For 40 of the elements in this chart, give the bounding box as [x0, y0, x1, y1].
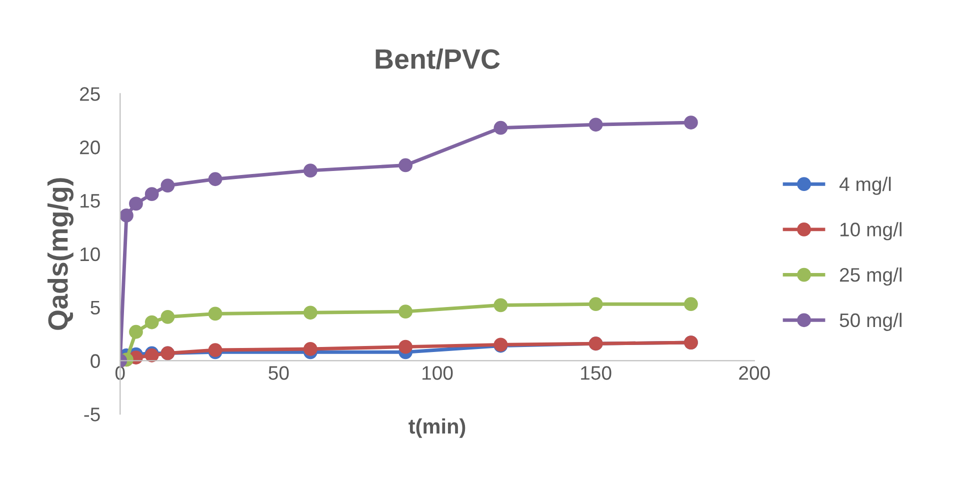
point: [160, 178, 175, 192]
x-tick-label: 100: [422, 366, 453, 380]
legend-label: 25 mg/l: [840, 268, 902, 286]
x-tick-label: 50: [268, 366, 289, 380]
point: [144, 187, 159, 202]
legend-label: 4 mg/l: [839, 176, 891, 195]
x-tick-label: 150: [581, 366, 612, 380]
point: [208, 343, 222, 357]
point: [494, 298, 508, 312]
point: [144, 315, 159, 330]
y-tick-label: 0: [90, 354, 100, 368]
y-tick-label: -5: [84, 408, 100, 422]
point: [684, 297, 698, 312]
x-tick-label: 200: [739, 366, 770, 380]
point: [398, 304, 412, 319]
x-axis-title: t(min): [408, 418, 466, 438]
point: [208, 306, 222, 321]
point: [494, 120, 508, 135]
y-tick-label: 10: [80, 247, 100, 262]
point: [588, 118, 603, 132]
point: [588, 297, 603, 312]
point: [684, 116, 698, 130]
y-tick-label: 15: [80, 194, 100, 208]
point: [120, 208, 134, 222]
point: [129, 196, 143, 211]
point: [303, 306, 318, 320]
point: [303, 342, 318, 356]
y-tick-label: 25: [80, 87, 100, 101]
point: [398, 340, 412, 354]
point: [160, 310, 175, 324]
point: [208, 172, 222, 186]
legend-label: 50 mg/l: [840, 312, 902, 331]
point: [129, 324, 143, 339]
y-axis-title: Qads(mg/g): [47, 178, 74, 330]
y-tick-label: 5: [90, 300, 100, 315]
legend-label: 10 mg/l: [840, 222, 902, 240]
point: [398, 158, 412, 172]
point: [303, 164, 318, 178]
y-tick-label: 20: [80, 140, 100, 154]
chart-title: Bent/PVC: [376, 48, 500, 70]
